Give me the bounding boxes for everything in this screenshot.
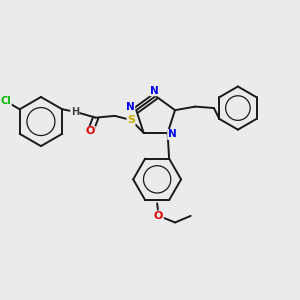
Text: S: S bbox=[127, 115, 135, 125]
Text: Cl: Cl bbox=[1, 96, 11, 106]
Text: O: O bbox=[154, 211, 163, 221]
Text: N: N bbox=[126, 102, 135, 112]
Text: N: N bbox=[168, 129, 176, 140]
Text: N: N bbox=[150, 86, 158, 96]
Text: H: H bbox=[71, 107, 79, 117]
Text: O: O bbox=[86, 126, 95, 136]
